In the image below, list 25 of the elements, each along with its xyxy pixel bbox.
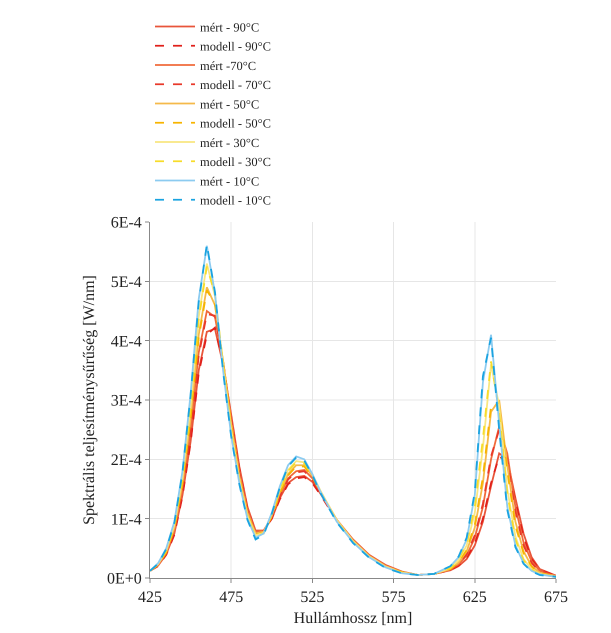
y-tick-label: 6E-4 bbox=[110, 214, 142, 232]
y-tick-label: 0E+0 bbox=[107, 570, 142, 588]
legend-label: modell - 50°C bbox=[200, 116, 271, 131]
x-tick-label: 475 bbox=[219, 589, 244, 606]
x-tick-label: 625 bbox=[462, 589, 487, 606]
legend-label: mért - 50°C bbox=[200, 97, 260, 112]
x-axis-title: Hullámhossz [nm] bbox=[294, 610, 412, 627]
y-tick-label: 5E-4 bbox=[110, 274, 142, 291]
legend-label: modell - 70°C bbox=[200, 78, 271, 92]
legend-label: modell - 10°C bbox=[200, 194, 271, 208]
legend-label: modell - 30°C bbox=[200, 155, 271, 170]
x-tick-label: 425 bbox=[138, 589, 162, 606]
legend-label: mért - 90°C bbox=[200, 20, 260, 34]
y-tick-label: 2E-4 bbox=[110, 452, 142, 469]
x-tick-label: 675 bbox=[544, 589, 568, 606]
legend-label: mért -70°C bbox=[200, 58, 256, 73]
legend-label: mért - 10°C bbox=[200, 174, 260, 188]
y-axis-title: Spektrális teljesítménysűrűség [W/nm] bbox=[80, 275, 98, 525]
x-tick-label: 525 bbox=[300, 589, 324, 606]
legend-label: modell - 90°C bbox=[200, 40, 271, 54]
y-tick-label: 4E-4 bbox=[110, 333, 142, 350]
y-tick-label: 1E-4 bbox=[110, 511, 142, 528]
y-tick-label: 3E-4 bbox=[110, 392, 142, 410]
x-tick-label: 575 bbox=[382, 589, 406, 606]
legend-label: mért - 30°C bbox=[200, 136, 260, 150]
